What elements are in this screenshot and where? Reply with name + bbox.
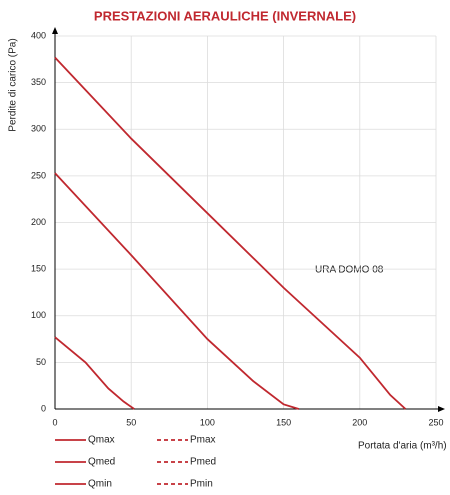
legend-label: Qmax bbox=[88, 435, 115, 446]
x-tick-label: 0 bbox=[52, 417, 57, 427]
legend-label: Pmed bbox=[190, 457, 216, 468]
x-axis-arrow bbox=[438, 406, 445, 412]
y-tick-label: 100 bbox=[31, 310, 46, 320]
series-line bbox=[54, 56, 407, 410]
y-tick-label: 0 bbox=[41, 403, 46, 413]
y-tick-label: 50 bbox=[36, 357, 46, 367]
x-axis-label: Portata d'aria (m³/h) bbox=[358, 441, 447, 452]
x-tick-label: 50 bbox=[126, 417, 136, 427]
series-line bbox=[54, 172, 300, 410]
y-tick-label: 300 bbox=[31, 124, 46, 134]
chart-title: PRESTAZIONI AERAULICHE (INVERNALE) bbox=[94, 8, 356, 23]
legend-label: Pmin bbox=[190, 479, 213, 490]
series-line bbox=[54, 336, 135, 410]
legend-label: Pmax bbox=[190, 435, 216, 446]
legend-label: Qmed bbox=[88, 457, 115, 468]
y-tick-label: 200 bbox=[31, 217, 46, 227]
x-tick-label: 100 bbox=[200, 417, 215, 427]
x-tick-label: 200 bbox=[352, 417, 367, 427]
y-tick-label: 400 bbox=[31, 30, 46, 40]
x-tick-label: 150 bbox=[276, 417, 291, 427]
x-tick-label: 250 bbox=[428, 417, 443, 427]
y-tick-label: 350 bbox=[31, 77, 46, 87]
legend-label: Qmin bbox=[88, 479, 112, 490]
y-axis-label: Perdite di carico (Pa) bbox=[8, 38, 19, 131]
y-tick-label: 250 bbox=[31, 170, 46, 180]
y-axis-arrow bbox=[52, 27, 58, 34]
annotation: URA DOMO 08 bbox=[315, 265, 384, 276]
y-tick-label: 150 bbox=[31, 264, 46, 274]
